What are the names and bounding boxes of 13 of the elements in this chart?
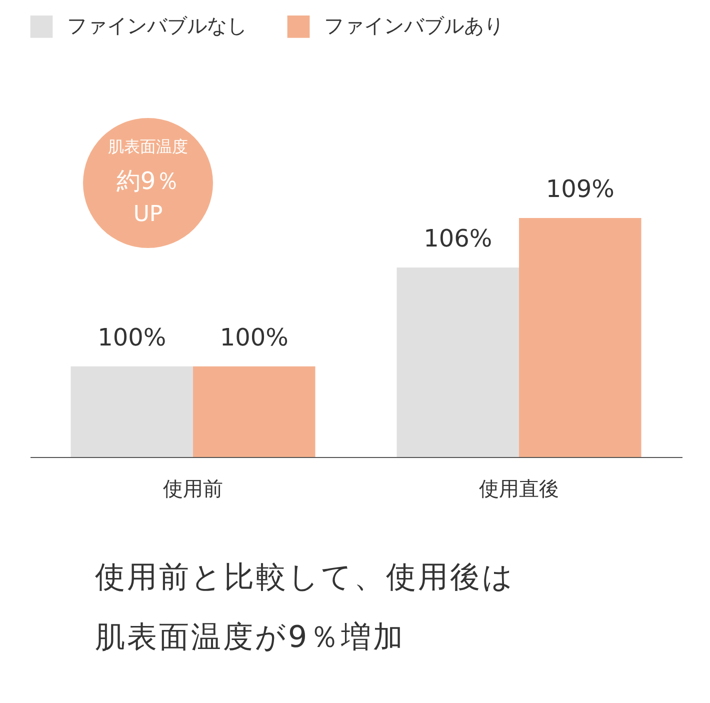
data-label: 100% — [98, 323, 166, 352]
x-tick-label: 使用直後 — [479, 476, 559, 500]
data-label: 100% — [220, 323, 288, 352]
text: 肌表面温度 — [107, 136, 189, 158]
legend-label: ファインバブルなし — [67, 14, 247, 38]
x-tick-label: 使用前 — [163, 476, 223, 500]
annotation: UP — [132, 201, 164, 229]
text: 肌表面温度が9％増加 — [95, 619, 406, 657]
text: 約9％ — [115, 166, 181, 197]
text: 使用前と比較して、使用後は — [95, 559, 515, 597]
data-label: 109% — [546, 175, 614, 203]
data-label: 106% — [424, 224, 492, 252]
legend-label: ファインバブルあり — [324, 14, 504, 38]
